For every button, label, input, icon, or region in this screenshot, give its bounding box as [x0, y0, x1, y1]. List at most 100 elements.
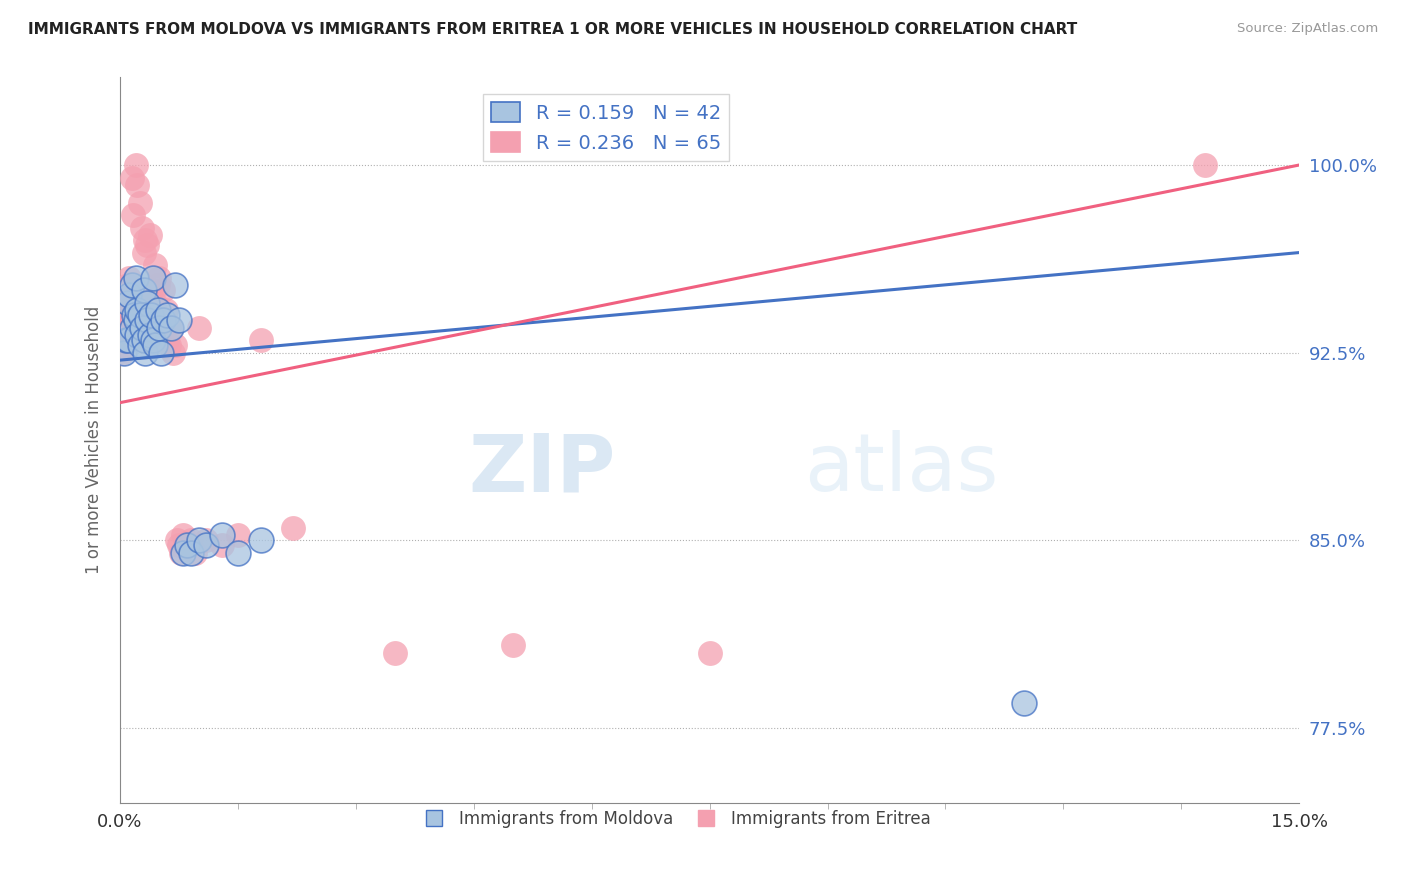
Point — [139, 320, 162, 334]
Point — [125, 313, 148, 327]
Text: ZIP: ZIP — [468, 430, 616, 508]
Point — [166, 533, 188, 548]
Point — [152, 320, 174, 334]
Point — [114, 333, 136, 347]
Point — [141, 283, 163, 297]
Point — [146, 303, 169, 318]
Point — [226, 546, 249, 560]
Point — [157, 338, 180, 352]
Point — [121, 320, 143, 334]
Point — [183, 546, 205, 560]
Point — [128, 313, 150, 327]
Point — [127, 178, 149, 192]
Point — [121, 278, 143, 293]
Point — [156, 333, 179, 347]
Point — [121, 328, 143, 343]
Point — [143, 338, 166, 352]
Point — [143, 295, 166, 310]
Point — [146, 278, 169, 293]
Point — [125, 158, 148, 172]
Point — [111, 320, 134, 334]
Point — [142, 313, 165, 327]
Point — [152, 313, 174, 327]
Point — [134, 233, 156, 247]
Point — [1012, 696, 1035, 710]
Point — [195, 533, 218, 548]
Point — [1194, 158, 1216, 172]
Point — [136, 328, 159, 343]
Point — [226, 528, 249, 542]
Point — [141, 308, 163, 322]
Point — [128, 308, 150, 322]
Point — [136, 238, 159, 252]
Point — [127, 308, 149, 322]
Point — [155, 303, 177, 318]
Point — [250, 533, 273, 548]
Point — [132, 245, 155, 260]
Point — [281, 521, 304, 535]
Text: IMMIGRANTS FROM MOLDOVA VS IMMIGRANTS FROM ERITREA 1 OR MORE VEHICLES IN HOUSEHO: IMMIGRANTS FROM MOLDOVA VS IMMIGRANTS FR… — [28, 22, 1077, 37]
Point — [136, 295, 159, 310]
Point — [163, 278, 186, 293]
Point — [127, 303, 149, 318]
Point — [195, 538, 218, 552]
Point — [112, 308, 135, 322]
Point — [160, 320, 183, 334]
Point — [122, 308, 145, 322]
Point — [118, 270, 141, 285]
Point — [148, 270, 170, 285]
Point — [132, 333, 155, 347]
Point — [131, 303, 153, 318]
Point — [163, 338, 186, 352]
Point — [384, 646, 406, 660]
Point — [142, 333, 165, 347]
Point — [117, 278, 139, 293]
Point — [114, 295, 136, 310]
Point — [117, 308, 139, 322]
Point — [180, 546, 202, 560]
Point — [112, 345, 135, 359]
Point — [172, 546, 194, 560]
Point — [142, 270, 165, 285]
Point — [139, 228, 162, 243]
Point — [134, 295, 156, 310]
Point — [502, 638, 524, 652]
Point — [211, 528, 233, 542]
Point — [131, 220, 153, 235]
Text: atlas: atlas — [804, 430, 998, 508]
Text: Source: ZipAtlas.com: Source: ZipAtlas.com — [1237, 22, 1378, 36]
Point — [149, 345, 172, 359]
Point — [136, 313, 159, 327]
Point — [156, 308, 179, 322]
Point — [187, 533, 209, 548]
Point — [167, 313, 190, 327]
Point — [115, 313, 138, 327]
Point — [170, 546, 193, 560]
Point — [121, 170, 143, 185]
Point — [125, 270, 148, 285]
Point — [176, 538, 198, 552]
Point — [250, 333, 273, 347]
Point — [180, 533, 202, 548]
Point — [125, 320, 148, 334]
Point — [117, 295, 139, 310]
Point — [118, 288, 141, 302]
Point — [149, 313, 172, 327]
Point — [148, 320, 170, 334]
Point — [132, 283, 155, 297]
Point — [160, 320, 183, 334]
Point — [128, 338, 150, 352]
Point — [148, 333, 170, 347]
Point — [141, 308, 163, 322]
Point — [152, 283, 174, 297]
Point — [699, 646, 721, 660]
Legend: Immigrants from Moldova, Immigrants from Eritrea: Immigrants from Moldova, Immigrants from… — [411, 803, 938, 835]
Point — [122, 295, 145, 310]
Point — [211, 538, 233, 552]
Point — [162, 345, 184, 359]
Point — [187, 320, 209, 334]
Point — [128, 195, 150, 210]
Point — [139, 328, 162, 343]
Point — [132, 333, 155, 347]
Point — [115, 333, 138, 347]
